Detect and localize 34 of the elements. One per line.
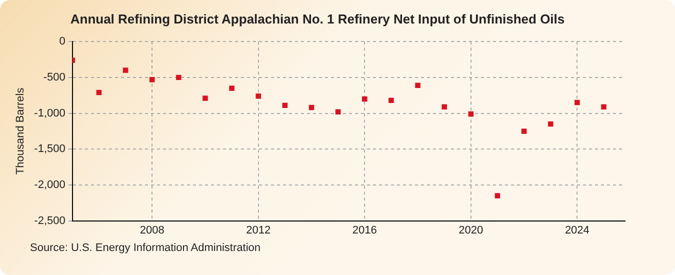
- y-tick-label: -2,000: [34, 178, 66, 191]
- point: [308, 104, 314, 110]
- y-tick-label: -2,500: [34, 214, 66, 227]
- point: [494, 193, 500, 198]
- point: [468, 111, 474, 117]
- y-axis-title: Thousand Barrels: [14, 87, 27, 175]
- y-tick-label: 0: [59, 36, 66, 48]
- point: [229, 86, 234, 91]
- x-tick-label: 2016: [352, 224, 377, 236]
- point: [601, 104, 606, 110]
- x-tick-label: 2020: [458, 224, 484, 236]
- point: [362, 96, 368, 102]
- point: [149, 76, 155, 82]
- y-tick-label: -1,500: [34, 143, 66, 156]
- point: [442, 104, 447, 110]
- chart-title: Annual Refining District Appalachian No. 1 Refinery Net Input of Unfinished Oils: [70, 11, 565, 26]
- point: [96, 90, 102, 96]
- point: [548, 121, 554, 127]
- point: [122, 68, 128, 73]
- point: [388, 98, 394, 103]
- point: [335, 109, 341, 114]
- point: [574, 100, 580, 106]
- y-tick-label: -1,000: [34, 107, 66, 120]
- x-tick-label: 2012: [246, 224, 271, 236]
- x-tick-label: 2008: [140, 224, 164, 236]
- point: [202, 96, 208, 101]
- point: [176, 74, 182, 80]
- source-note: Source: U.S. Energy Information Administration: [30, 242, 260, 254]
- point: [415, 82, 420, 88]
- point: [256, 93, 261, 99]
- x-tick-label: 2024: [564, 224, 590, 236]
- point: [521, 128, 527, 134]
- y-tick-label: -500: [43, 71, 66, 84]
- point: [282, 102, 288, 108]
